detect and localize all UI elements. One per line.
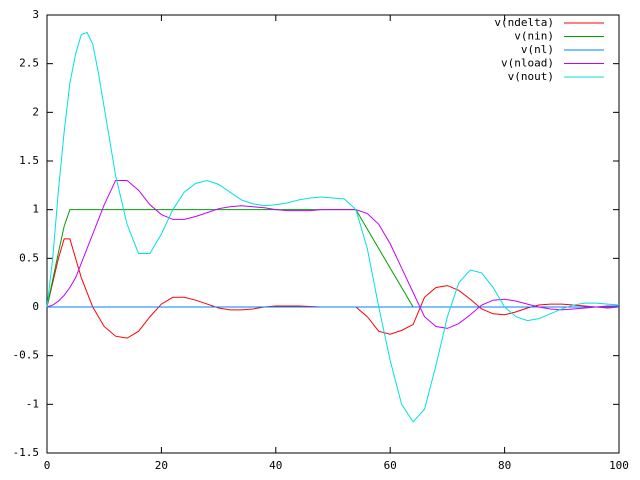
y-tick-label: 2 (32, 105, 39, 118)
x-tick-label: 100 (609, 459, 629, 472)
y-tick-label: 1 (32, 203, 39, 216)
y-tick-label: -1.5 (13, 446, 40, 459)
y-tick-label: 0 (32, 300, 39, 313)
legend-label: v(nload) (501, 57, 554, 70)
series-line (46, 31, 620, 423)
y-tick-label: 0.5 (19, 251, 39, 264)
legend-label: v(ndelta) (494, 16, 554, 29)
series-line (46, 179, 619, 329)
y-tick-label: 1.5 (19, 154, 39, 167)
y-tick-label: -1 (26, 397, 39, 410)
x-tick-label: 0 (44, 459, 51, 472)
y-tick-label: 2.5 (19, 57, 39, 70)
series-line (46, 238, 620, 339)
x-tick-label: 80 (498, 459, 511, 472)
x-tick-label: 40 (269, 459, 282, 472)
legend-label: v(nl) (521, 43, 554, 56)
legend-label: v(nout) (508, 70, 554, 83)
y-tick-label: -0.5 (13, 349, 40, 362)
legend-label: v(nin) (514, 30, 554, 43)
y-tick-label: 3 (32, 8, 39, 21)
x-tick-label: 20 (155, 459, 168, 472)
x-tick-label: 60 (384, 459, 397, 472)
series-line (46, 209, 619, 308)
plot-frame (46, 14, 620, 454)
